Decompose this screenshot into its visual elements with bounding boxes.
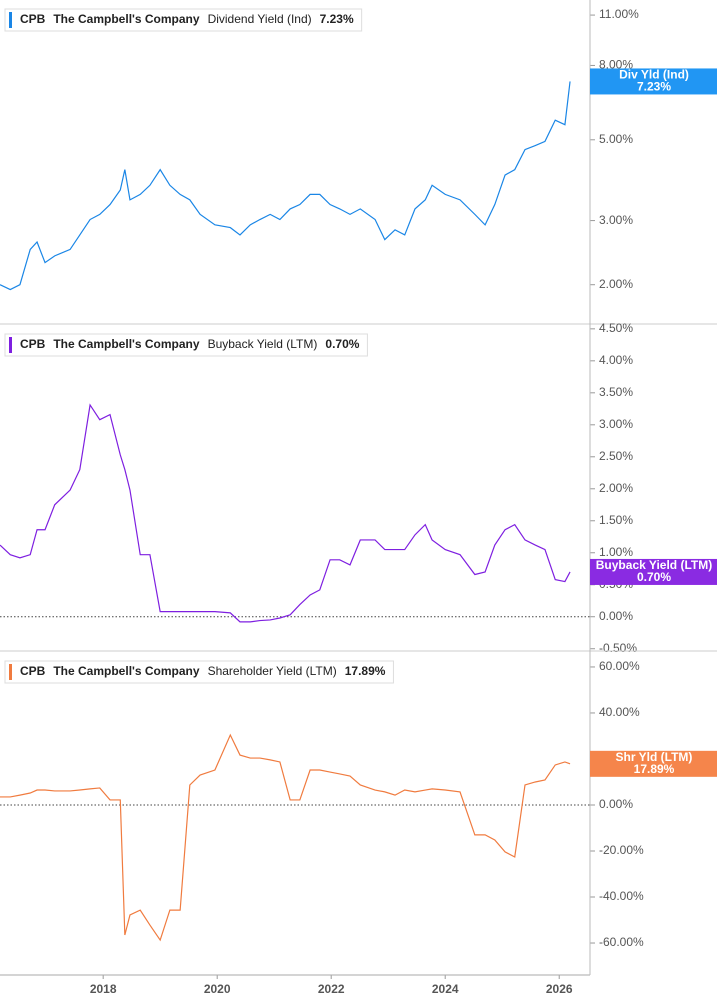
y-tick-label: 4.50% [599,321,633,335]
last-value-tag [590,558,717,585]
legend-value: 0.70% [325,337,359,351]
y-tick-label: -40.00% [599,889,644,903]
legend: CPB The Campbell's Company Dividend Yield … [4,8,363,32]
data-line [0,733,571,942]
legend-name: Shareholder Yield (LTM) [208,664,337,678]
legend-box [4,660,394,684]
y-tick-label: 1.50% [599,513,633,527]
tag-value: 0.70% [637,570,671,584]
legend-value: 17.89% [345,664,386,678]
tag-name: Div Yld (Ind) [619,68,689,82]
y-tick-label: 2.00% [599,481,633,495]
legend: CPB The Campbell's Company Shareholder Yie… [4,660,394,684]
x-tick-label: 2020 [204,982,231,996]
x-tick-label: 2024 [432,982,459,996]
legend-swatch [9,337,12,353]
y-tick-label: 2.00% [599,277,633,291]
y-tick-label: -60.00% [599,935,644,949]
legend-swatch [9,664,12,680]
y-tick-label: 3.50% [599,385,633,399]
legend-box [4,333,368,357]
legend-value: 7.23% [320,12,354,26]
y-tick-label: 3.00% [599,213,633,227]
tag-name: Buyback Yield (LTM) [596,558,712,572]
legend-box [4,8,363,32]
data-line [0,81,571,291]
data-line [0,403,571,623]
last-value-tag [590,750,717,777]
legend-name: Dividend Yield (Ind) [208,12,312,26]
y-tick-label: 11.00% [599,7,639,21]
y-tick-label: 40.00% [599,705,640,719]
y-tick-label: 3.00% [599,417,633,431]
y-tick-label: 0.00% [599,797,633,811]
legend: CPB The Campbell's Company Buyback Yield (… [4,333,368,357]
legend-company: The Campbell's Company [53,664,200,678]
y-tick-label: 5.00% [599,132,633,146]
legend-ticker: CPB [20,337,46,351]
y-tick-label: -20.00% [599,843,644,857]
legend-company: The Campbell's Company [53,337,200,351]
y-tick-label: 4.00% [599,353,633,367]
x-tick-label: 2018 [90,982,117,996]
tag-value: 17.89% [634,762,675,776]
tag-value: 7.23% [637,80,671,94]
last-value-tag [590,68,717,95]
legend-ticker: CPB [20,12,46,26]
y-tick-label: 8.00% [599,58,633,72]
legend-company: The Campbell's Company [53,12,200,26]
legend-ticker: CPB [20,664,46,678]
y-tick-label: 0.00% [599,609,633,623]
y-tick-label: 2.50% [599,449,633,463]
y-tick-label: -0.50% [599,641,637,655]
x-tick-label: 2022 [318,982,345,996]
legend-swatch [9,12,12,28]
x-tick-label: 2026 [546,982,573,996]
tag-name: Shr Yld (LTM) [616,750,693,764]
y-tick-label: 1.00% [599,545,633,559]
y-tick-label: 60.00% [599,659,640,673]
legend-name: Buyback Yield (LTM) [208,337,318,351]
